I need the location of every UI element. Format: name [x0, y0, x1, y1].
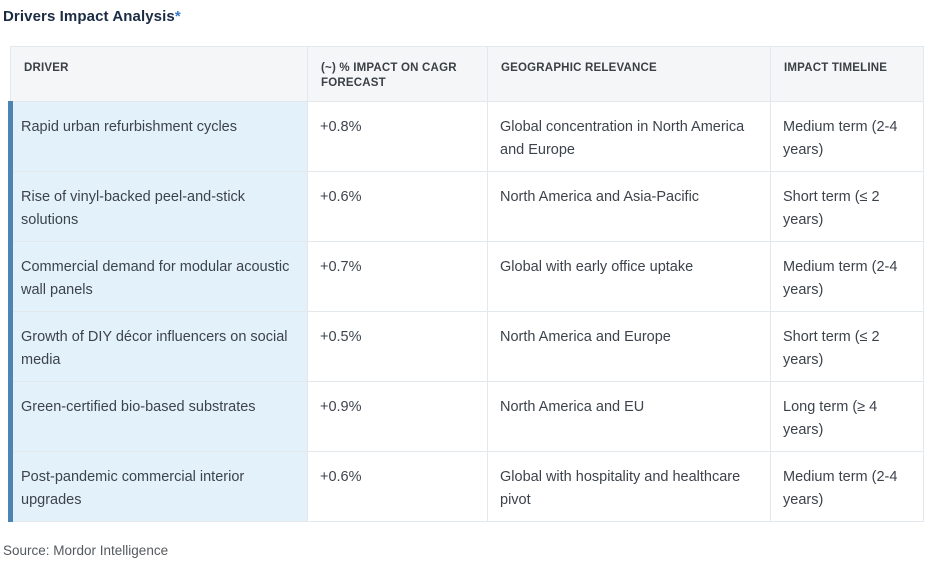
driver-cell: Growth of DIY décor influencers on socia…	[8, 311, 308, 382]
impact-cell: +0.9%	[307, 381, 488, 452]
table-row: Growth of DIY décor influencers on socia…	[8, 311, 924, 382]
timeline-cell: Long term (≥ 4 years)	[770, 381, 924, 452]
geographic-cell: Global concentration in North America an…	[487, 101, 771, 172]
timeline-cell: Medium term (2-4 years)	[770, 451, 924, 522]
impact-cell: +0.6%	[307, 451, 488, 522]
driver-cell: Commercial demand for modular acoustic w…	[8, 241, 308, 312]
page-title-text: Drivers Impact Analysis	[3, 8, 175, 25]
geographic-cell: Global with hospitality and healthcare p…	[487, 451, 771, 522]
impact-cell: +0.5%	[307, 311, 488, 382]
table-row: Commercial demand for modular acoustic w…	[8, 241, 924, 312]
table-row: Rise of vinyl-backed peel-and-stick solu…	[8, 171, 924, 242]
geographic-cell: North America and Europe	[487, 311, 771, 382]
driver-cell: Rapid urban refurbishment cycles	[8, 101, 308, 172]
column-header-geographic: GEOGRAPHIC RELEVANCE	[487, 46, 771, 102]
timeline-cell: Medium term (2-4 years)	[770, 241, 924, 312]
column-header-timeline: IMPACT TIMELINE	[770, 46, 924, 102]
geographic-cell: Global with early office uptake	[487, 241, 771, 312]
timeline-cell: Short term (≤ 2 years)	[770, 171, 924, 242]
table-row: Post-pandemic commercial interior upgrad…	[8, 451, 924, 522]
timeline-cell: Medium term (2-4 years)	[770, 101, 924, 172]
drivers-impact-table: DRIVER (~) % IMPACT ON CAGR FORECAST GEO…	[8, 46, 924, 522]
page-title-asterisk: *	[174, 8, 181, 25]
timeline-cell: Short term (≤ 2 years)	[770, 311, 924, 382]
driver-cell: Post-pandemic commercial interior upgrad…	[8, 451, 308, 522]
column-header-driver: DRIVER	[10, 46, 308, 102]
table-header: DRIVER (~) % IMPACT ON CAGR FORECAST GEO…	[10, 46, 924, 102]
page-title: Drivers Impact Analysis*	[3, 7, 932, 26]
table-body: Rapid urban refurbishment cycles +0.8% G…	[8, 101, 924, 522]
impact-cell: +0.6%	[307, 171, 488, 242]
table-row: Green-certified bio-based substrates +0.…	[8, 381, 924, 452]
impact-cell: +0.7%	[307, 241, 488, 312]
driver-cell: Green-certified bio-based substrates	[8, 381, 308, 452]
header-row: DRIVER (~) % IMPACT ON CAGR FORECAST GEO…	[10, 46, 924, 102]
geographic-cell: North America and Asia-Pacific	[487, 171, 771, 242]
table-row: Rapid urban refurbishment cycles +0.8% G…	[8, 101, 924, 172]
geographic-cell: North America and EU	[487, 381, 771, 452]
driver-cell: Rise of vinyl-backed peel-and-stick solu…	[8, 171, 308, 242]
column-header-impact: (~) % IMPACT ON CAGR FORECAST	[307, 46, 488, 102]
source-attribution: Source: Mordor Intelligence	[3, 543, 169, 558]
impact-cell: +0.8%	[307, 101, 488, 172]
